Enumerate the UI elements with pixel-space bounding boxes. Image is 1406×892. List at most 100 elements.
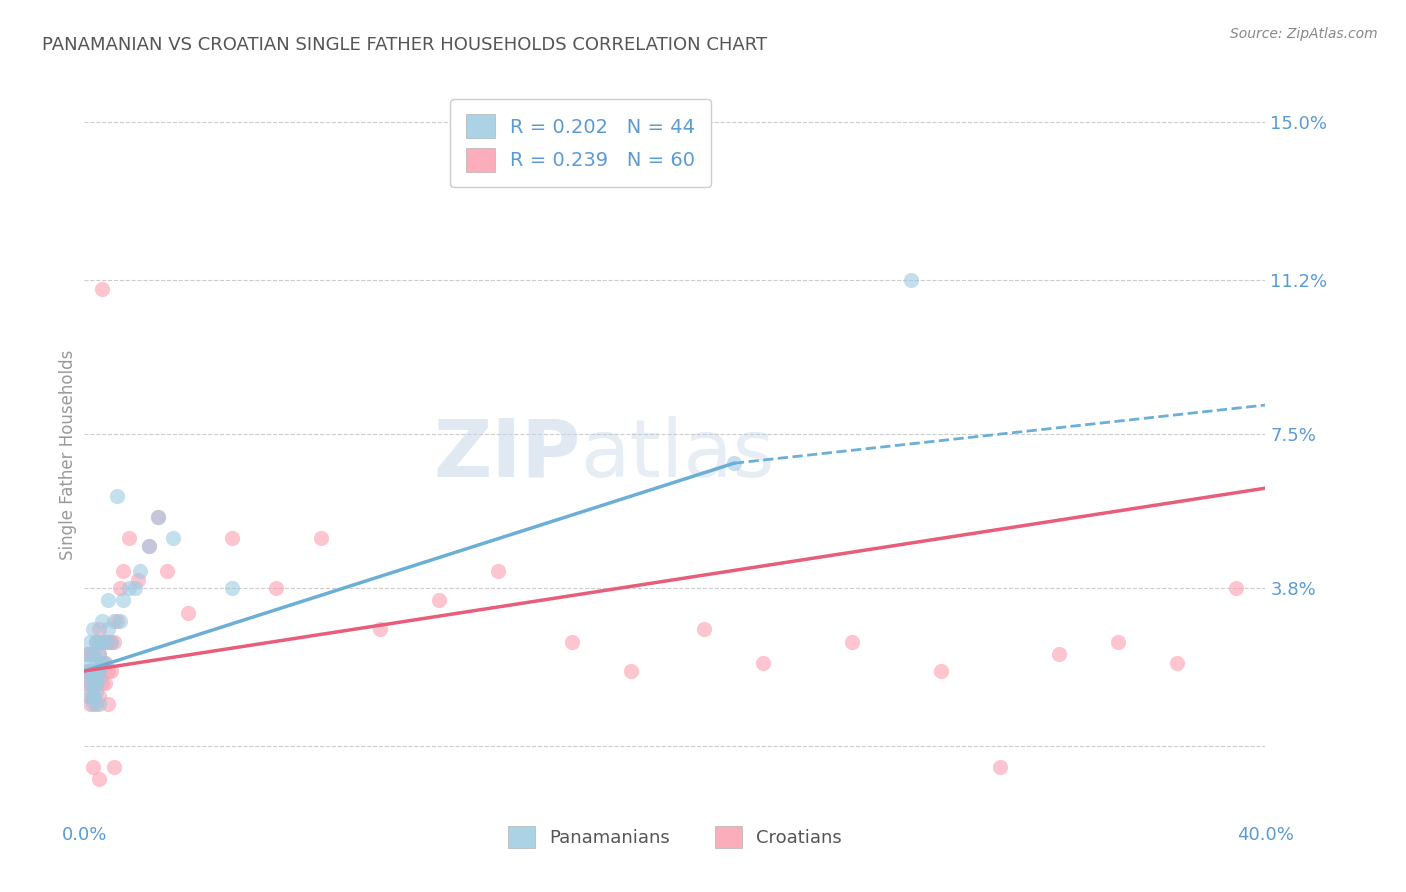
Point: [427, 593, 450, 607]
Point: [1166, 656, 1188, 670]
Point: [127, 573, 149, 587]
Point: [752, 656, 775, 670]
Point: [76, 648, 98, 662]
Point: [82, 648, 104, 662]
Point: [148, 510, 170, 524]
Point: [111, 593, 134, 607]
Point: [1047, 648, 1070, 662]
Point: [108, 581, 131, 595]
Point: [91, 656, 114, 670]
Point: [76, 664, 98, 678]
Point: [103, 635, 125, 649]
Point: [84, 664, 107, 678]
Point: [97, 623, 120, 637]
Point: [988, 759, 1011, 773]
Point: [138, 539, 160, 553]
Point: [87, 673, 111, 687]
Point: [129, 564, 152, 578]
Point: [82, 664, 104, 678]
Point: [82, 676, 104, 690]
Point: [620, 664, 643, 678]
Legend: Panamanians, Croatians: Panamanians, Croatians: [501, 819, 849, 855]
Point: [162, 531, 184, 545]
Point: [94, 635, 117, 649]
Point: [79, 635, 101, 649]
Point: [693, 623, 716, 637]
Point: [97, 698, 120, 712]
Point: [105, 614, 128, 628]
Point: [84, 685, 107, 699]
Point: [82, 698, 104, 712]
Point: [82, 623, 104, 637]
Point: [108, 614, 131, 628]
Point: [221, 581, 243, 595]
Point: [87, 689, 111, 703]
Point: [105, 490, 128, 504]
Point: [87, 648, 111, 662]
Point: [87, 635, 111, 649]
Point: [76, 648, 98, 662]
Point: [87, 664, 111, 678]
Point: [900, 273, 922, 287]
Point: [84, 656, 107, 670]
Point: [486, 564, 509, 578]
Point: [138, 539, 160, 553]
Point: [84, 698, 107, 712]
Point: [100, 664, 122, 678]
Point: [1225, 581, 1247, 595]
Point: [1107, 635, 1129, 649]
Point: [84, 664, 107, 678]
Point: [91, 614, 114, 628]
Point: [111, 564, 134, 578]
Point: [841, 635, 863, 649]
Point: [84, 635, 107, 649]
Point: [94, 635, 117, 649]
Point: [82, 759, 104, 773]
Point: [177, 606, 200, 620]
Point: [79, 648, 101, 662]
Point: [87, 664, 111, 678]
Point: [103, 759, 125, 773]
Point: [84, 635, 107, 649]
Point: [91, 656, 114, 670]
Point: [97, 593, 120, 607]
Point: [929, 664, 952, 678]
Point: [87, 623, 111, 637]
Point: [91, 282, 114, 296]
Point: [266, 581, 288, 595]
Point: [103, 614, 125, 628]
Point: [100, 635, 122, 649]
Point: [124, 581, 146, 595]
Point: [84, 676, 107, 690]
Text: ZIP: ZIP: [433, 416, 581, 494]
Point: [91, 635, 114, 649]
Point: [87, 772, 111, 786]
Text: Source: ZipAtlas.com: Source: ZipAtlas.com: [1230, 27, 1378, 41]
Point: [97, 664, 120, 678]
Point: [76, 689, 98, 703]
Point: [82, 664, 104, 678]
Point: [156, 564, 179, 578]
Point: [79, 656, 101, 670]
Point: [100, 635, 122, 649]
Point: [79, 698, 101, 712]
Point: [82, 689, 104, 703]
Point: [309, 531, 332, 545]
Text: PANAMANIAN VS CROATIAN SINGLE FATHER HOUSEHOLDS CORRELATION CHART: PANAMANIAN VS CROATIAN SINGLE FATHER HOU…: [42, 36, 768, 54]
Point: [94, 656, 117, 670]
Point: [87, 698, 111, 712]
Point: [79, 664, 101, 678]
Point: [79, 664, 101, 678]
Point: [76, 676, 98, 690]
Point: [118, 581, 141, 595]
Point: [221, 531, 243, 545]
Point: [82, 648, 104, 662]
Point: [84, 676, 107, 690]
Point: [94, 656, 117, 670]
Point: [94, 676, 117, 690]
Y-axis label: Single Father Households: Single Father Households: [59, 350, 77, 560]
Point: [76, 664, 98, 678]
Point: [97, 635, 120, 649]
Point: [79, 676, 101, 690]
Point: [561, 635, 583, 649]
